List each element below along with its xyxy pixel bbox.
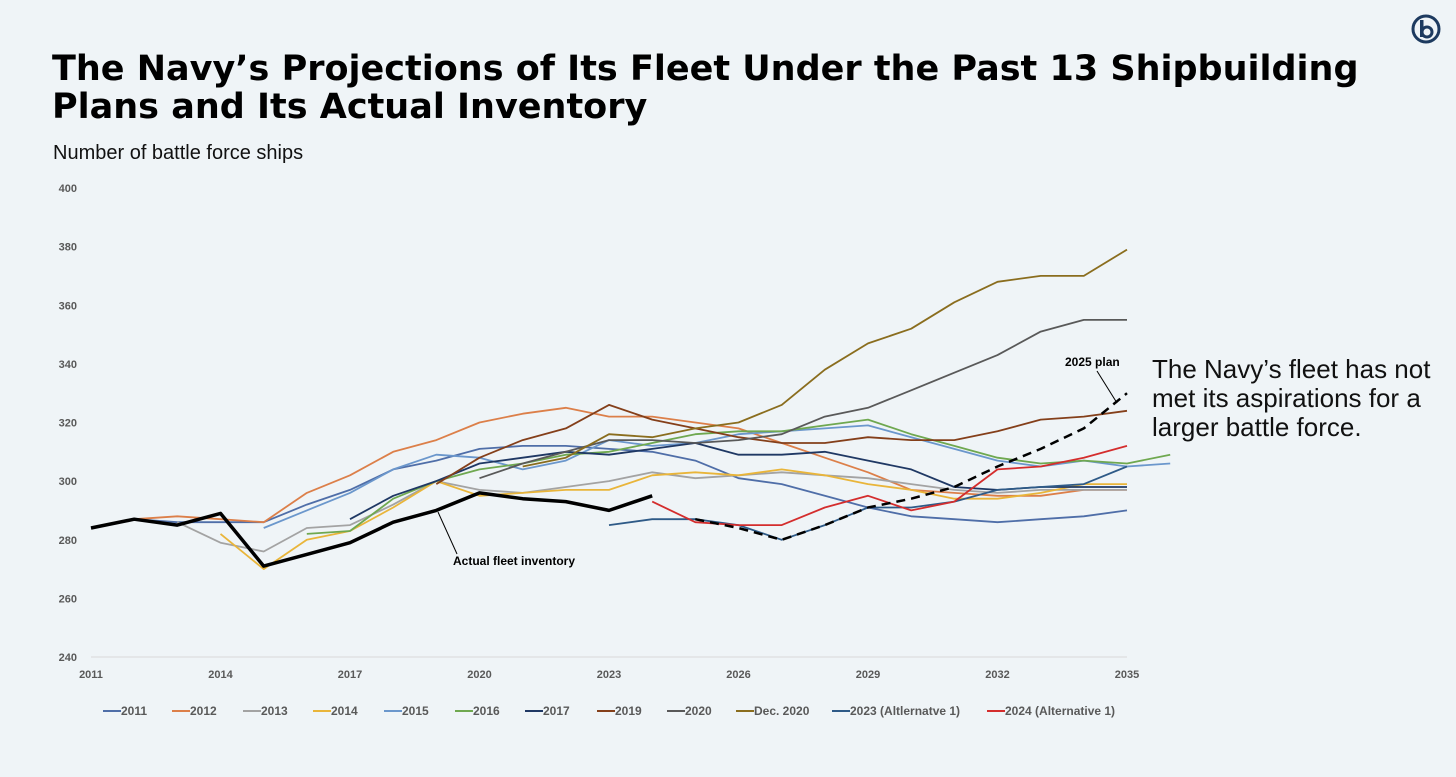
legend-label: 2016 [473, 704, 500, 718]
plan-callout-line [1096, 370, 1118, 404]
circle-b-logo-icon [1411, 14, 1441, 44]
series-line-2012 [134, 406, 1127, 524]
legend-item: 2016 [455, 704, 500, 718]
legend-item: 2017 [525, 704, 570, 718]
series-line-2016 [306, 418, 1171, 535]
legend-item: 2015 [384, 704, 429, 718]
y-axis-label: Number of battle force ships [53, 142, 304, 164]
legend-label: 2020 [685, 704, 712, 718]
series-line-dec-2020 [522, 248, 1128, 468]
actual-inventory-label: Actual fleet inventory [453, 554, 575, 568]
legend-label: 2013 [261, 704, 288, 718]
x-tick-label: 2020 [467, 669, 491, 681]
plan-2025-label: 2025 plan [1065, 355, 1120, 369]
series-line-2011 [90, 444, 1128, 529]
legend-item: 2023 (Altlernatve 1) [832, 704, 960, 718]
series-lines [90, 248, 1171, 570]
series-line-2015 [263, 424, 1171, 529]
legend-item: Dec. 2020 [736, 704, 810, 718]
x-tick-label: 2014 [208, 669, 233, 681]
series-line-2025-plan [695, 392, 1128, 542]
x-tick-label: 2011 [79, 669, 103, 681]
legend-item: 2020 [667, 704, 712, 718]
x-tick-label: 2017 [338, 669, 362, 681]
y-tick-label: 380 [59, 242, 77, 254]
axes: 240 260 280 300 320 340 360 380 400 2011 2014 2017 2… [59, 183, 1140, 681]
legend-item: 2011 [103, 704, 147, 718]
y-tick-label: 400 [59, 183, 77, 195]
side-note: The Navy’s fleet has not met its aspirat… [1152, 354, 1431, 442]
y-tick-label: 280 [59, 535, 77, 547]
annotations: Actual fleet inventory 2025 plan [437, 355, 1120, 568]
x-tick-label: 2035 [1115, 669, 1139, 681]
x-tick-label: 2023 [597, 669, 621, 681]
legend-item: 2012 [172, 704, 217, 718]
legend-label: 2011 [121, 704, 147, 718]
legend-label: 2019 [615, 704, 642, 718]
y-tick-label: 320 [59, 418, 77, 430]
legend-label: 2023 (Altlernatve 1) [850, 704, 960, 718]
series-line-2019 [435, 403, 1128, 485]
y-tick-label: 300 [59, 476, 77, 488]
actual-callout-line [437, 511, 458, 555]
legend-item: 2013 [243, 704, 288, 718]
y-tick-label: 340 [59, 359, 77, 371]
x-tick-label: 2026 [726, 669, 750, 681]
legend-label: 2024 (Alternative 1) [1005, 704, 1115, 718]
y-tick-label: 240 [59, 652, 77, 664]
legend-item: 2024 (Alternative 1) [987, 704, 1115, 718]
legend: 2011 2012 2013 2014 2015 2016 2017 2019 2020 Dec.… [103, 704, 1115, 718]
y-tick-label: 360 [59, 300, 77, 312]
series-line-2013 [176, 471, 1127, 553]
legend-label: 2017 [543, 704, 570, 718]
legend-label: 2015 [402, 704, 429, 718]
series-line-2017 [349, 442, 1127, 520]
legend-label: 2012 [190, 704, 217, 718]
series-line-2014 [219, 468, 1127, 570]
y-tick-label: 260 [59, 593, 77, 605]
x-tick-label: 2032 [985, 669, 1009, 681]
chart-title: The Navy’s Projections of Its Fleet Unde… [52, 49, 1359, 127]
legend-label: Dec. 2020 [754, 704, 810, 718]
legend-item: 2014 [313, 704, 358, 718]
legend-label: 2014 [331, 704, 358, 718]
x-tick-label: 2029 [856, 669, 880, 681]
legend-item: 2019 [597, 704, 642, 718]
series-line-actual-fleet-inventory [90, 491, 653, 568]
